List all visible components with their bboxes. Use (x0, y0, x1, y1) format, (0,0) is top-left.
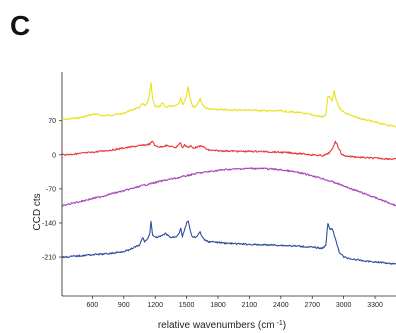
series-line-2 (61, 140, 396, 161)
x-tick-label: 600 (87, 302, 99, 309)
x-tick-label: 3300 (367, 302, 383, 309)
series-layer (61, 82, 396, 265)
y-tick-label: -70 (46, 186, 56, 193)
x-tick-label: 3000 (336, 302, 352, 309)
y-tick-label: 70 (48, 118, 56, 125)
x-tick-label: 900 (118, 302, 130, 309)
series-line-4 (61, 220, 396, 265)
x-tick-label: 1800 (210, 302, 226, 309)
y-tick-label: 0 (52, 152, 56, 159)
series-line-3 (61, 167, 396, 207)
x-tick-label: 2700 (304, 302, 320, 309)
x-tick-label: 2100 (242, 302, 258, 309)
panel-letter: C (10, 10, 31, 41)
x-axis-label: relative wavenumbers (cm -1) (158, 320, 286, 331)
y-axis-label: CCD cts (32, 193, 43, 230)
x-tick-label: 1500 (179, 302, 195, 309)
y-tick-label: -140 (42, 220, 56, 227)
x-axis-label-suffix: ) (283, 320, 286, 331)
x-tick-label: 2400 (273, 302, 289, 309)
x-tick-label: 1200 (147, 302, 163, 309)
axes: 600 900 1200 1500 1800 2100 2400 2700 3000 3300 70… (42, 72, 396, 309)
x-axis-label-main: relative wavenumbers (cm (158, 320, 275, 331)
x-axis-label-superscript: -1 (277, 320, 283, 327)
series-line-1 (62, 82, 396, 128)
y-tick-label: -210 (42, 255, 56, 262)
